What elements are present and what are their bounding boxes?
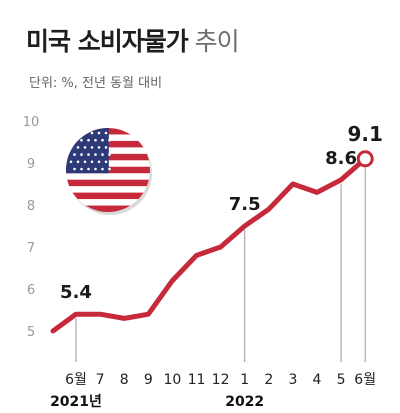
x-tick-label: 6월 <box>354 372 376 388</box>
chart-subtitle: 단위: %, 전년 동월 대비 <box>29 76 163 91</box>
x-tick-label: 6월 <box>65 372 87 388</box>
data-label: 5.4 <box>60 282 92 303</box>
x-tick-label: 5 <box>337 372 346 388</box>
chart-title: 미국 소비자물가 추이 <box>26 22 240 58</box>
y-tick-label: 9 <box>27 157 35 172</box>
year-label: 2021년 <box>50 394 102 410</box>
x-tick-label: 2 <box>264 372 273 388</box>
y-tick-label: 5 <box>27 325 35 340</box>
x-tick-label: 11 <box>188 372 206 388</box>
y-tick-label: 6 <box>27 283 35 298</box>
data-label: 9.1 <box>347 122 382 146</box>
title-light: 추이 <box>194 27 240 56</box>
x-tick-label: 12 <box>212 372 230 388</box>
x-tick-label: 3 <box>288 372 297 388</box>
last-point-marker <box>356 150 374 168</box>
x-tick-label: 4 <box>313 372 322 388</box>
y-tick-label: 10 <box>23 115 40 130</box>
data-label: 7.5 <box>229 194 261 215</box>
x-tick-label: 1 <box>240 372 249 388</box>
us-flag-icon <box>66 128 152 215</box>
y-tick-label: 8 <box>27 199 35 214</box>
x-tick-label: 10 <box>163 372 181 388</box>
year-label: 2022 <box>225 394 264 410</box>
x-tick-label: 8 <box>120 372 129 388</box>
y-tick-label: 7 <box>27 241 35 256</box>
x-tick-label: 9 <box>144 372 153 388</box>
title-strong: 미국 소비자물가 <box>26 27 189 56</box>
x-tick-label: 7 <box>96 372 105 388</box>
series-line <box>50 156 368 334</box>
data-label: 8.6 <box>325 148 357 169</box>
